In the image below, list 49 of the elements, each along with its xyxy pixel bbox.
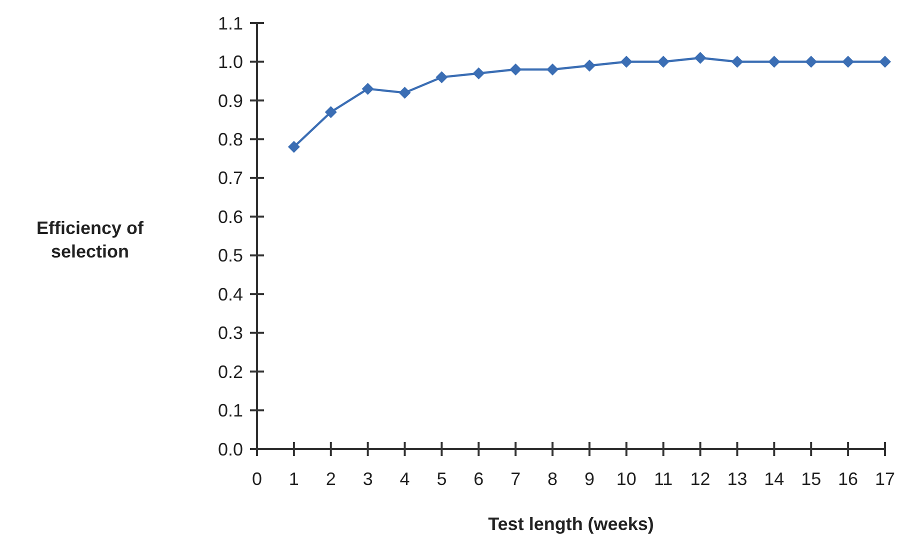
x-tick-label: 12 [690, 469, 710, 489]
point [362, 82, 374, 95]
x-tick-label: 1 [288, 469, 299, 489]
point [546, 63, 559, 76]
point [398, 86, 411, 99]
y-tick-label: 0.5 [218, 246, 243, 266]
y-tick-label: 0.1 [218, 400, 243, 421]
x-tick-label: 8 [548, 469, 558, 489]
point [288, 140, 300, 153]
y-tick-label: 0.3 [218, 323, 243, 344]
y-tick-label: 1.1 [218, 13, 243, 34]
point [583, 60, 596, 72]
y-tick-label: 1.0 [218, 52, 243, 72]
x-tick-label: 11 [654, 469, 673, 489]
point [472, 67, 485, 80]
y-tick-label: 0.0 [218, 439, 243, 460]
y-tick-label: 0.4 [218, 284, 243, 304]
x-tick-label: 2 [326, 469, 336, 489]
point [694, 52, 706, 64]
y-axis-title: Efficiency of selection [36, 218, 145, 262]
x-tick-label: 14 [764, 469, 784, 489]
y-tick-label: 0.7 [218, 168, 243, 188]
x-tick-label: 7 [510, 469, 521, 489]
x-tick-label: 15 [801, 469, 822, 489]
y-tick-label: 0.9 [218, 90, 243, 111]
y-tick-label: 0.8 [218, 129, 243, 150]
point [768, 56, 780, 68]
x-tick-label: 3 [362, 469, 373, 489]
x-tick-label: 9 [584, 469, 594, 489]
point [842, 56, 854, 68]
x-tick-label: 4 [400, 469, 410, 489]
point [324, 106, 337, 118]
y-tick-label: 0.6 [218, 206, 243, 227]
x-tick-label: 10 [616, 469, 636, 489]
y-tick-label: 0.2 [218, 362, 243, 382]
x-tick-label: 0 [252, 469, 262, 489]
point [620, 56, 632, 68]
x-axis-title: Test length (weeks) [488, 514, 654, 534]
point [805, 56, 818, 68]
point [510, 63, 522, 76]
point [879, 56, 891, 68]
x-tick-label: 6 [474, 469, 484, 489]
point [731, 56, 744, 68]
x-tick-label: 13 [727, 469, 748, 489]
x-tick-label: 17 [874, 469, 896, 489]
x-tick-label: 16 [838, 469, 858, 489]
point [657, 56, 670, 68]
x-tick-label: 5 [436, 469, 447, 489]
point [436, 71, 448, 84]
